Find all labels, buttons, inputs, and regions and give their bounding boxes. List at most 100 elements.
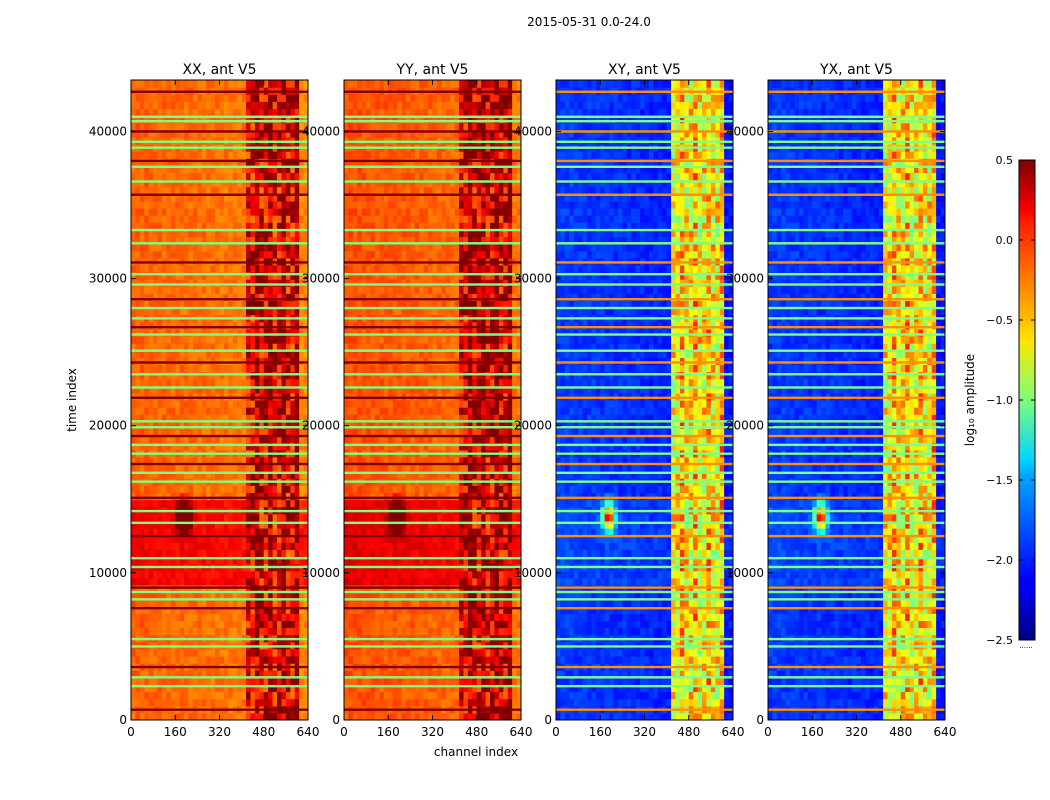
heatmap-cell bbox=[148, 200, 154, 209]
heatmap-cell bbox=[219, 236, 225, 245]
heatmap-cell bbox=[299, 129, 305, 138]
heatmap-cell bbox=[383, 94, 389, 102]
heatmap-cell bbox=[232, 549, 238, 558]
heatmap-cell bbox=[201, 350, 207, 358]
heatmap-cell bbox=[210, 229, 216, 238]
heatmap-cell bbox=[206, 535, 212, 543]
heatmap-cell bbox=[388, 101, 394, 110]
heatmap-cell bbox=[131, 343, 137, 351]
heatmap-cell bbox=[157, 179, 163, 188]
heatmap-cell bbox=[294, 222, 300, 230]
heatmap-cell bbox=[299, 542, 305, 550]
heatmap-cell bbox=[157, 364, 163, 373]
flagged-row bbox=[131, 684, 308, 688]
heatmap-cell bbox=[397, 520, 403, 529]
heatmap-cell bbox=[192, 115, 198, 124]
heatmap-cell bbox=[357, 307, 363, 316]
heatmap-cell bbox=[290, 215, 296, 223]
heatmap-cell bbox=[290, 421, 296, 430]
heatmap-cell bbox=[210, 115, 216, 124]
heatmap-cell bbox=[254, 592, 260, 600]
heatmap-cell bbox=[139, 357, 145, 366]
heatmap-cell bbox=[344, 264, 350, 273]
heatmap-cell bbox=[131, 94, 137, 102]
heatmap-cell bbox=[388, 520, 394, 529]
heatmap-cell bbox=[148, 108, 154, 117]
heatmap-cell bbox=[388, 513, 394, 522]
heatmap-cell bbox=[184, 108, 190, 117]
flagged-row bbox=[131, 396, 308, 399]
heatmap-cell bbox=[379, 200, 385, 209]
heatmap-cell bbox=[219, 464, 225, 472]
heatmap-cell bbox=[131, 321, 137, 330]
heatmap-cell bbox=[374, 94, 380, 102]
heatmap-cell bbox=[135, 264, 141, 273]
heatmap-cell bbox=[370, 407, 376, 415]
heatmap-cell bbox=[166, 179, 172, 188]
heatmap-cell bbox=[383, 378, 389, 387]
heatmap-cell bbox=[254, 684, 260, 693]
heatmap-cell bbox=[188, 613, 194, 622]
heatmap-cell bbox=[157, 620, 163, 629]
heatmap-cell bbox=[135, 336, 141, 344]
heatmap-cell bbox=[259, 670, 265, 678]
heatmap-cell bbox=[392, 549, 398, 558]
heatmap-cell bbox=[135, 577, 141, 586]
heatmap-cell bbox=[259, 592, 265, 600]
heatmap-cell bbox=[299, 264, 305, 273]
heatmap-cell bbox=[379, 250, 385, 259]
heatmap-cell bbox=[285, 471, 291, 479]
heatmap-cell bbox=[352, 570, 358, 579]
heatmap-cell bbox=[157, 577, 163, 586]
heatmap-cell bbox=[228, 698, 234, 707]
heatmap-cell bbox=[303, 250, 308, 259]
heatmap-cell bbox=[148, 428, 154, 437]
heatmap-cell bbox=[281, 407, 287, 415]
heatmap-cell bbox=[241, 670, 247, 678]
heatmap-cell bbox=[179, 80, 185, 88]
heatmap-cell bbox=[344, 179, 350, 188]
heatmap-cell bbox=[219, 421, 225, 430]
heatmap-cell bbox=[179, 208, 185, 216]
heatmap-cell bbox=[361, 492, 367, 501]
heatmap-cell bbox=[148, 648, 154, 657]
heatmap-cell bbox=[219, 122, 225, 131]
heatmap-cell bbox=[228, 435, 234, 444]
heatmap-cell bbox=[268, 115, 274, 124]
heatmap-cell bbox=[179, 101, 185, 110]
heatmap-cell bbox=[290, 400, 296, 408]
heatmap-cell bbox=[303, 151, 308, 159]
heatmap-cell bbox=[379, 108, 385, 117]
heatmap-cell bbox=[250, 670, 256, 678]
heatmap-cell bbox=[175, 400, 181, 408]
heatmap-cell bbox=[219, 656, 225, 664]
heatmap-cell bbox=[281, 471, 287, 479]
heatmap-cell bbox=[281, 321, 287, 330]
heatmap-cell bbox=[153, 556, 159, 565]
heatmap-cell bbox=[219, 108, 225, 117]
heatmap-cell bbox=[210, 648, 216, 657]
heatmap-cell bbox=[192, 549, 198, 558]
heatmap-cell bbox=[388, 364, 394, 373]
heatmap-cell bbox=[374, 549, 380, 558]
heatmap-cell bbox=[294, 535, 300, 543]
heatmap-cell bbox=[166, 414, 172, 422]
heatmap-cell bbox=[157, 684, 163, 693]
heatmap-cell bbox=[263, 414, 269, 422]
heatmap-cell bbox=[179, 592, 185, 600]
heatmap-cell bbox=[161, 328, 167, 337]
heatmap-cell bbox=[263, 108, 269, 117]
heatmap-cell bbox=[139, 570, 145, 579]
heatmap-cell bbox=[232, 293, 238, 302]
heatmap-cell bbox=[370, 471, 376, 479]
heatmap-cell bbox=[352, 677, 358, 686]
heatmap-cell bbox=[228, 364, 234, 373]
heatmap-cell bbox=[370, 499, 376, 508]
heatmap-cell bbox=[157, 556, 163, 565]
heatmap-cell bbox=[370, 293, 376, 302]
heatmap-cell bbox=[397, 300, 403, 309]
heatmap-cell bbox=[161, 599, 167, 607]
heatmap-cell bbox=[215, 229, 221, 238]
heatmap-cell bbox=[139, 279, 145, 287]
heatmap-cell bbox=[254, 556, 260, 565]
